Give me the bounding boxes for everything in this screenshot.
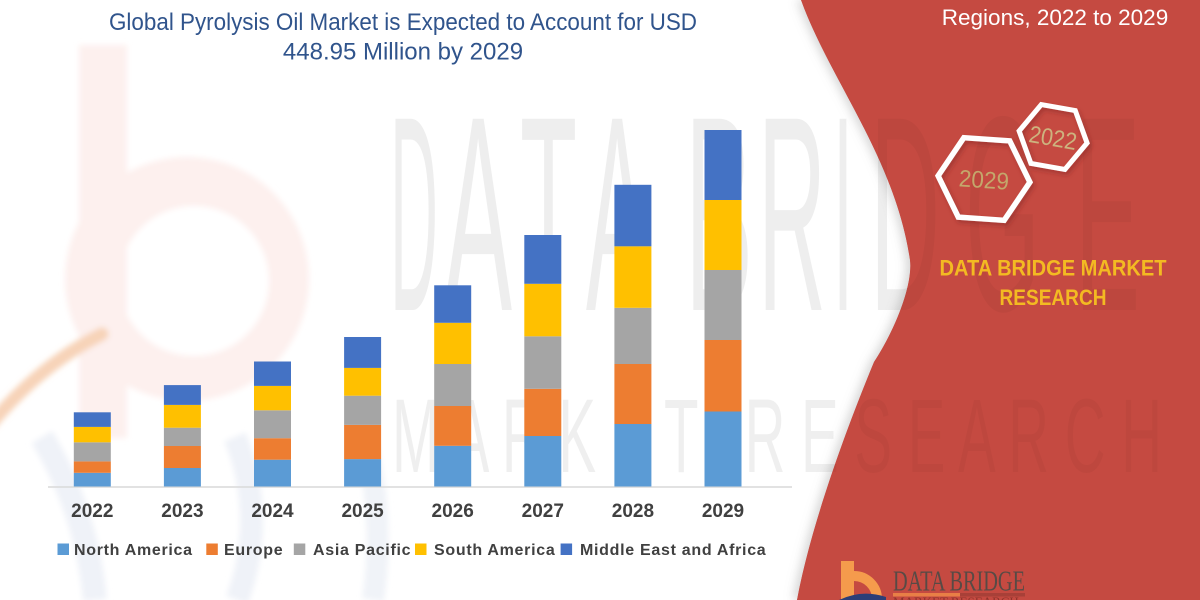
svg-text:G: G [965,58,1040,369]
svg-text:448.95 Million by 2029: 448.95 Million by 2029 [283,39,523,66]
svg-text:2023: 2023 [161,501,203,522]
svg-text:DATA BRIDGE MARKET: DATA BRIDGE MARKET [940,256,1167,281]
svg-text:MARKET RESEARCH: MARKET RESEARCH [893,594,1019,600]
svg-text:2026: 2026 [432,501,474,522]
svg-text:North America: North America [74,542,193,559]
svg-text:South America: South America [434,542,555,559]
svg-text:Middle East and Africa: Middle East and Africa [580,542,766,559]
svg-text:Asia Pacific: Asia Pacific [313,542,411,559]
svg-text:2024: 2024 [251,501,294,522]
svg-text:Global Pyrolysis Oil Market is: Global Pyrolysis Oil Market is Expected … [109,9,697,36]
svg-text:I: I [833,58,853,369]
svg-text:2029: 2029 [702,501,744,522]
svg-text:2027: 2027 [522,501,564,522]
svg-text:RESEARCH: RESEARCH [1000,285,1107,310]
svg-text:DATA BRIDGE: DATA BRIDGE [893,567,1025,598]
svg-text:2029: 2029 [958,165,1010,195]
svg-text:2028: 2028 [612,501,654,522]
svg-text:E: E [1075,58,1140,369]
svg-text:D: D [390,58,438,369]
svg-text:Europe: Europe [224,542,283,559]
svg-text:Regions, 2022 to 2029: Regions, 2022 to 2029 [942,5,1168,30]
svg-text:R: R [758,58,826,369]
svg-text:2025: 2025 [341,501,384,522]
svg-text:2022: 2022 [71,501,113,522]
